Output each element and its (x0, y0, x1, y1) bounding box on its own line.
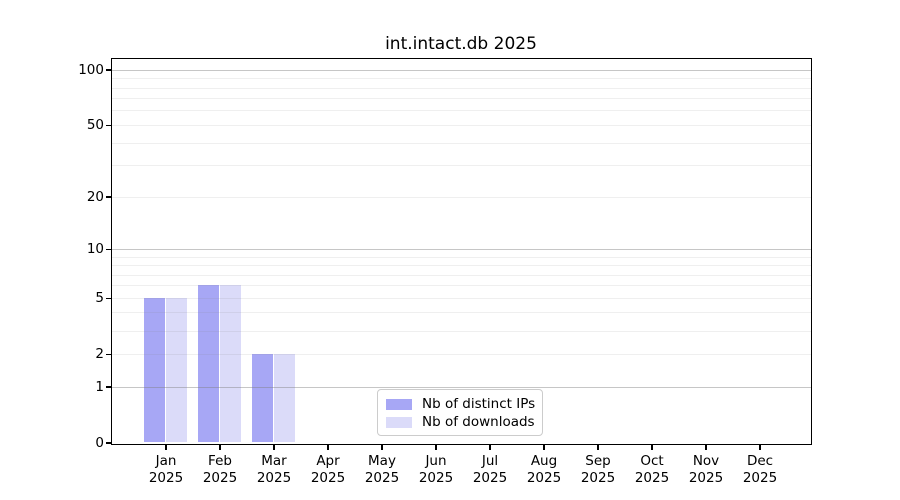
y-tick-label-20: 20 (86, 189, 104, 206)
x-tick-jul (489, 444, 491, 450)
y-tick-100 (106, 69, 111, 71)
x-tick-label-oct: Oct 2025 (622, 453, 682, 486)
bar-jan-series2 (165, 297, 188, 443)
x-tick-mar (273, 444, 275, 450)
plot-area (110, 57, 812, 445)
x-tick-month: Jul (481, 453, 499, 469)
x-tick-label-apr: Apr 2025 (298, 453, 358, 486)
x-tick-year: 2025 (256, 469, 292, 486)
x-tick-year: 2025 (634, 469, 670, 486)
x-tick-sep (597, 444, 599, 450)
minor-gridline-30 (111, 165, 811, 167)
minor-gridline-6 (111, 285, 811, 287)
x-tick-month: Nov (692, 453, 720, 469)
legend-item-2: Nb of downloads (386, 414, 535, 430)
legend-label-1: Nb of distinct IPs (422, 396, 536, 412)
y-tick-label-1: 1 (95, 379, 104, 395)
x-tick-label-aug: Aug 2025 (514, 453, 574, 486)
x-tick-label-mar: Mar 2025 (244, 453, 304, 486)
x-tick-year: 2025 (580, 469, 616, 486)
x-tick-month: Jun (425, 453, 447, 469)
x-tick-apr (327, 444, 329, 450)
major-gridline-1 (111, 386, 811, 388)
x-tick-nov (705, 444, 707, 450)
x-tick-month: Mar (261, 453, 287, 469)
y-tick-0 (106, 442, 111, 444)
x-tick-year: 2025 (472, 469, 508, 486)
x-tick-year: 2025 (742, 469, 778, 486)
y-tick-label-0: 0 (95, 435, 104, 451)
major-gridline-10 (111, 248, 811, 250)
x-tick-year: 2025 (688, 469, 724, 486)
x-tick-may (381, 444, 383, 450)
y-tick-5 (106, 297, 111, 299)
minor-gridline-40 (111, 142, 811, 144)
y-tick-label-10: 10 (86, 241, 104, 258)
minor-gridline-5 (111, 297, 811, 299)
bar-jan-series1 (143, 297, 166, 443)
major-gridline-100 (111, 69, 811, 71)
y-tick-1 (106, 386, 111, 388)
minor-gridline-2 (111, 353, 811, 355)
minor-gridline-3 (111, 330, 811, 332)
bar-mar-series2 (273, 353, 296, 443)
legend: Nb of distinct IPs Nb of downloads (377, 389, 543, 436)
x-tick-oct (651, 444, 653, 450)
bar-feb-series2 (219, 285, 242, 443)
x-tick-year: 2025 (310, 469, 346, 486)
legend-item-1: Nb of distinct IPs (386, 396, 536, 412)
x-tick-month: Apr (316, 453, 340, 469)
x-tick-month: Feb (208, 453, 232, 469)
legend-swatch-1 (386, 398, 412, 410)
x-tick-month: Dec (746, 453, 774, 469)
bar-feb-series1 (197, 285, 220, 443)
x-tick-year: 2025 (148, 469, 184, 486)
x-tick-label-feb: Feb 2025 (190, 453, 250, 486)
y-tick-2 (106, 353, 111, 355)
y-tick-label-50: 50 (86, 117, 104, 134)
x-tick-label-jan: Jan 2025 (136, 453, 196, 486)
minor-gridline-8 (111, 265, 811, 266)
x-tick-label-may: May 2025 (352, 453, 412, 486)
x-tick-label-jun: Jun 2025 (406, 453, 466, 486)
x-tick-year: 2025 (202, 469, 238, 486)
y-tick-50 (106, 124, 111, 127)
x-tick-year: 2025 (418, 469, 454, 486)
y-tick-20 (106, 196, 111, 198)
minor-gridline-4 (111, 312, 811, 314)
x-tick-label-jul: Jul 2025 (460, 453, 520, 486)
minor-gridline-90 (111, 78, 811, 80)
chart-title: int.intact.db 2025 (385, 34, 537, 54)
x-tick-label-nov: Nov 2025 (676, 453, 736, 486)
minor-gridline-50 (111, 124, 811, 126)
minor-gridline-7 (111, 274, 811, 276)
x-tick-label-dec: Dec 2025 (730, 453, 790, 486)
x-tick-feb (219, 444, 221, 450)
x-tick-month: May (368, 453, 396, 469)
minor-gridline-20 (111, 196, 811, 198)
x-tick-year: 2025 (526, 469, 562, 486)
x-tick-aug (543, 444, 545, 450)
x-tick-label-sep: Sep 2025 (568, 453, 628, 486)
legend-swatch-2 (386, 416, 412, 428)
y-tick-label-2: 2 (95, 346, 104, 363)
x-tick-year: 2025 (364, 469, 400, 486)
minor-gridline-70 (111, 98, 811, 100)
x-tick-jun (435, 444, 437, 450)
legend-label-2: Nb of downloads (422, 414, 535, 430)
x-tick-jan (165, 444, 167, 450)
y-tick-label-100: 100 (78, 62, 104, 79)
x-tick-month: Jan (155, 453, 177, 469)
x-tick-month: Aug (530, 453, 558, 469)
y-tick-label-5: 5 (95, 290, 104, 307)
minor-gridline-80 (111, 87, 811, 89)
y-tick-10 (106, 248, 111, 251)
x-tick-dec (759, 444, 761, 450)
minor-gridline-60 (111, 110, 811, 112)
minor-gridline-9 (111, 256, 811, 258)
x-tick-month: Sep (585, 453, 611, 469)
x-tick-month: Oct (640, 453, 664, 469)
bar-mar-series1 (251, 353, 274, 443)
